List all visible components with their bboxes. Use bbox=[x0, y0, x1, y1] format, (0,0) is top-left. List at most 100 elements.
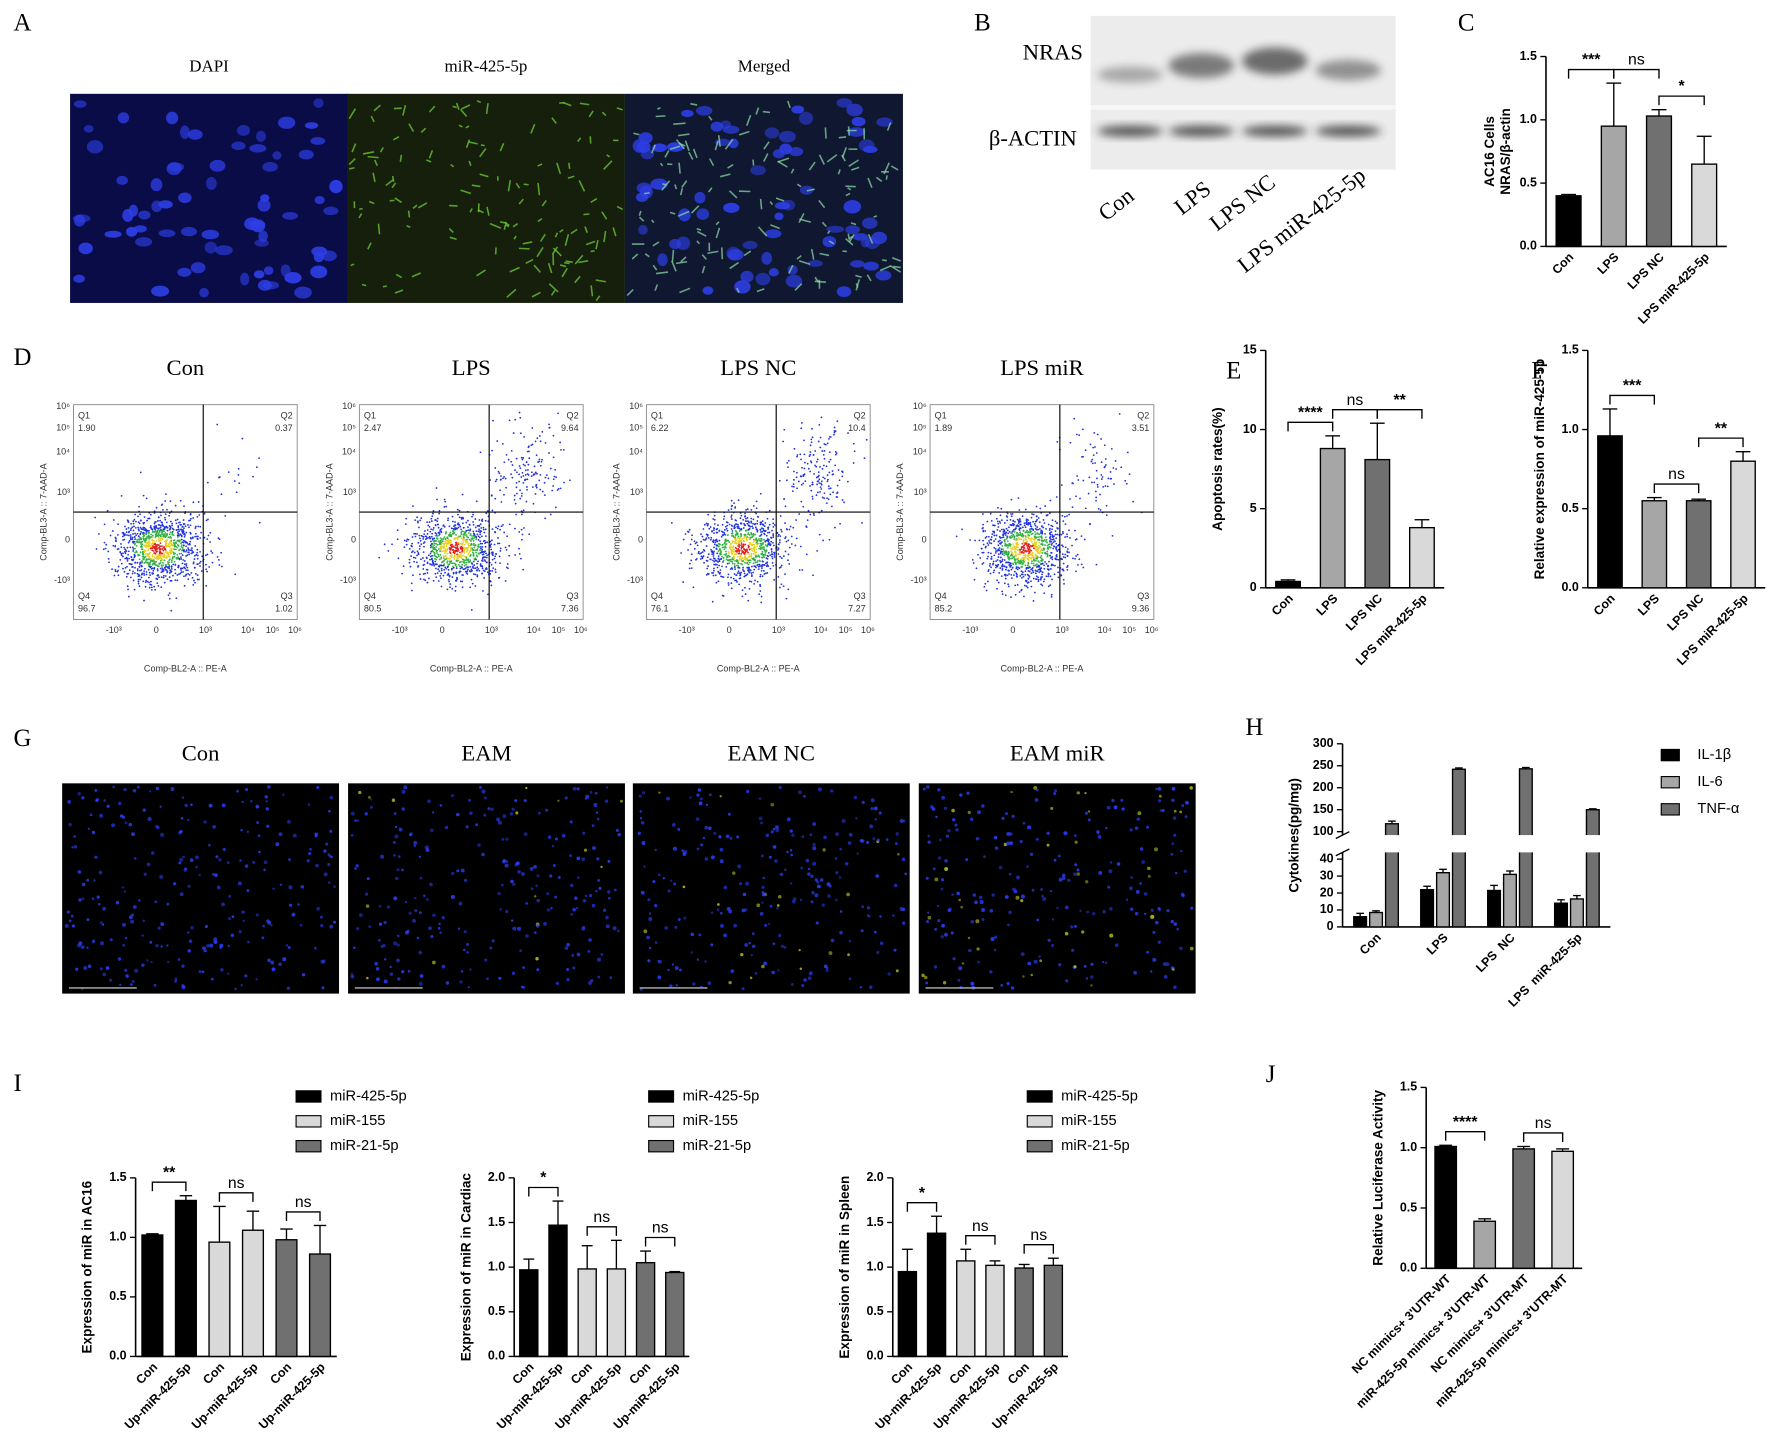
event bbox=[141, 543, 144, 546]
event bbox=[158, 563, 161, 565]
signal bbox=[827, 230, 831, 235]
event bbox=[748, 580, 751, 583]
signal bbox=[583, 213, 590, 216]
event bbox=[460, 552, 463, 555]
event bbox=[737, 562, 740, 565]
event bbox=[533, 465, 536, 468]
event bbox=[720, 535, 723, 538]
event bbox=[760, 539, 763, 542]
nucleus bbox=[807, 259, 823, 267]
event bbox=[1003, 530, 1006, 533]
event bbox=[1099, 509, 1102, 511]
event bbox=[724, 525, 727, 528]
event bbox=[760, 521, 763, 524]
event bbox=[725, 546, 727, 549]
event bbox=[474, 573, 477, 576]
event bbox=[1010, 568, 1013, 571]
event bbox=[996, 520, 999, 523]
signal bbox=[486, 206, 490, 216]
event bbox=[782, 555, 785, 557]
event bbox=[494, 555, 497, 558]
event bbox=[461, 493, 464, 496]
event bbox=[761, 575, 764, 578]
event bbox=[176, 579, 179, 582]
event bbox=[743, 522, 745, 525]
event bbox=[981, 551, 984, 554]
event bbox=[439, 550, 441, 552]
event bbox=[206, 553, 209, 556]
signal bbox=[449, 236, 457, 241]
event bbox=[162, 562, 164, 564]
event bbox=[699, 552, 701, 555]
event bbox=[1096, 486, 1099, 488]
event bbox=[153, 567, 156, 570]
event bbox=[143, 599, 145, 602]
event bbox=[490, 563, 493, 566]
event bbox=[820, 488, 823, 490]
event bbox=[433, 554, 436, 556]
event bbox=[169, 558, 171, 561]
event bbox=[751, 565, 753, 568]
event bbox=[1031, 567, 1034, 569]
event bbox=[826, 442, 829, 445]
event bbox=[499, 528, 501, 531]
event bbox=[199, 525, 202, 528]
nucleus bbox=[639, 185, 653, 199]
event bbox=[132, 579, 135, 582]
event bbox=[429, 552, 432, 555]
event bbox=[194, 573, 197, 575]
event bbox=[1096, 477, 1098, 480]
event bbox=[164, 513, 167, 516]
event bbox=[130, 556, 133, 559]
event bbox=[815, 460, 818, 463]
event bbox=[469, 529, 471, 532]
event bbox=[159, 556, 162, 559]
event bbox=[772, 534, 775, 537]
event bbox=[185, 569, 188, 572]
event bbox=[131, 559, 134, 562]
event bbox=[1013, 538, 1016, 541]
event bbox=[1043, 578, 1046, 581]
event bbox=[830, 505, 833, 508]
event bbox=[534, 493, 537, 495]
event bbox=[1008, 543, 1011, 546]
event bbox=[146, 580, 149, 583]
quadrant-value: 85.2 bbox=[935, 604, 953, 614]
event bbox=[1035, 563, 1038, 566]
event bbox=[992, 524, 994, 527]
event bbox=[469, 565, 472, 568]
signal bbox=[506, 288, 517, 298]
event bbox=[164, 518, 167, 521]
event bbox=[453, 554, 456, 557]
event bbox=[726, 521, 729, 524]
event bbox=[123, 570, 126, 573]
signal bbox=[638, 216, 645, 222]
event bbox=[826, 480, 829, 483]
nucleus bbox=[750, 165, 766, 176]
signal bbox=[638, 210, 642, 216]
event bbox=[494, 568, 497, 571]
panel-letter: D bbox=[14, 344, 32, 371]
event bbox=[159, 514, 162, 517]
event bbox=[522, 474, 525, 477]
event bbox=[189, 532, 192, 535]
event bbox=[819, 446, 822, 449]
event bbox=[789, 525, 792, 528]
event bbox=[746, 517, 749, 519]
event bbox=[194, 554, 196, 557]
event bbox=[709, 538, 712, 541]
event bbox=[992, 571, 995, 574]
event bbox=[166, 555, 168, 558]
quadrant-name: Q1 bbox=[364, 410, 376, 420]
event bbox=[446, 537, 449, 540]
event bbox=[148, 571, 151, 574]
event bbox=[170, 567, 173, 570]
event bbox=[440, 530, 443, 533]
event bbox=[157, 524, 160, 526]
event bbox=[1032, 547, 1035, 550]
event bbox=[1074, 557, 1076, 560]
event bbox=[166, 570, 169, 573]
event bbox=[151, 531, 154, 533]
event bbox=[188, 526, 190, 529]
event bbox=[438, 533, 441, 535]
